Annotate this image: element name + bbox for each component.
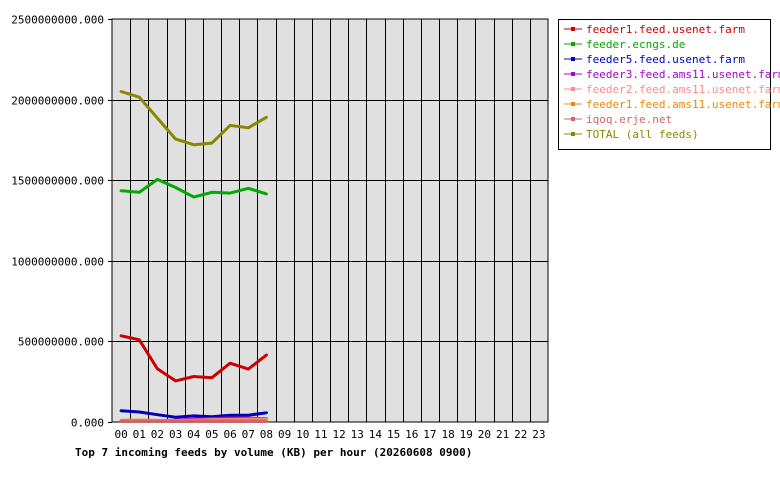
x-tick-label: 02 [151,428,164,441]
y-tick-label: 2500000000.000 [11,14,104,27]
x-tick-label: 03 [169,428,182,441]
y-tick-label: 2000000000.000 [11,95,104,108]
legend-entry: iqoq.erje.net [564,113,672,126]
y-tick-label: 1000000000.000 [11,256,104,269]
legend-label: TOTAL (all feeds) [586,128,699,141]
legend-label: feeder1.feed.ams11.usenet.farm [586,98,780,111]
chart-title: Top 7 incoming feeds by volume (KB) per … [75,446,472,459]
x-tick-label: 13 [351,428,364,441]
series-line-2 [119,177,268,199]
x-tick-label: 17 [423,428,436,441]
x-tick-label: 07 [242,428,255,441]
legend-entry: feeder5.feed.usenet.farm [564,53,745,66]
legend-box [558,19,771,150]
x-axis-tick-labels: 00 01 02 03 04 05 06 07 08 09 10 11 12 13 14 15 16 17 18 19… [114,428,545,441]
x-tick-label: 01 [133,428,146,441]
legend: feeder1.feed.usenet.farm feeder.ecngs.de f… [558,19,780,150]
legend-label: feeder2.feed.ams11.usenet.farm [586,83,780,96]
x-tick-label: 16 [405,428,418,441]
x-tick-label: 00 [114,428,127,441]
x-tick-label: 11 [314,428,327,441]
legend-entry: TOTAL (all feeds) [564,128,699,141]
x-tick-label: 18 [441,428,454,441]
series-line-3 [119,409,268,419]
x-tick-label: 04 [187,428,201,441]
y-tick-label: 1500000000.000 [11,175,104,188]
x-tick-label: 10 [296,428,309,441]
x-tick-label: 23 [532,428,545,441]
legend-label: feeder1.feed.usenet.farm [586,23,745,36]
y-axis-tick-labels: 0.000 500000000.000 1000000000.000 15000000… [11,14,112,430]
legend-marker [571,57,575,61]
legend-marker [571,27,575,31]
legend-entry: feeder2.feed.ams11.usenet.farm [564,83,780,96]
x-tick-label: 19 [460,428,473,441]
legend-marker [571,132,575,136]
legend-label: feeder.ecngs.de [586,38,685,51]
legend-label: feeder3.feed.ams11.usenet.farm [586,68,780,81]
x-tick-label: 15 [387,428,400,441]
legend-entry: feeder3.feed.ams11.usenet.farm [564,68,780,81]
series-line-1 [119,334,268,383]
legend-marker [571,102,575,106]
x-tick-label: 12 [332,428,345,441]
legend-entry: feeder.ecngs.de [564,38,685,51]
x-tick-label: 22 [514,428,527,441]
series-lines [119,90,268,423]
x-tick-label: 14 [369,428,383,441]
x-tick-label: 08 [260,428,273,441]
y-tick-label: 0.000 [71,417,104,430]
legend-label: iqoq.erje.net [586,113,672,126]
legend-label: feeder5.feed.usenet.farm [586,53,745,66]
legend-marker [571,87,575,91]
legend-marker [571,42,575,46]
y-tick-label: 500000000.000 [18,336,104,349]
x-tick-label: 09 [278,428,291,441]
series-line-8 [119,90,268,147]
legend-entry: feeder1.feed.usenet.farm [564,23,745,36]
x-tick-label: 21 [496,428,509,441]
x-tick-label: 05 [205,428,218,441]
x-tick-label: 06 [223,428,236,441]
legend-marker [571,117,575,121]
legend-marker [571,72,575,76]
x-tick-label: 20 [478,428,491,441]
legend-entry: feeder1.feed.ams11.usenet.farm [564,98,780,111]
plot-area [111,18,549,423]
